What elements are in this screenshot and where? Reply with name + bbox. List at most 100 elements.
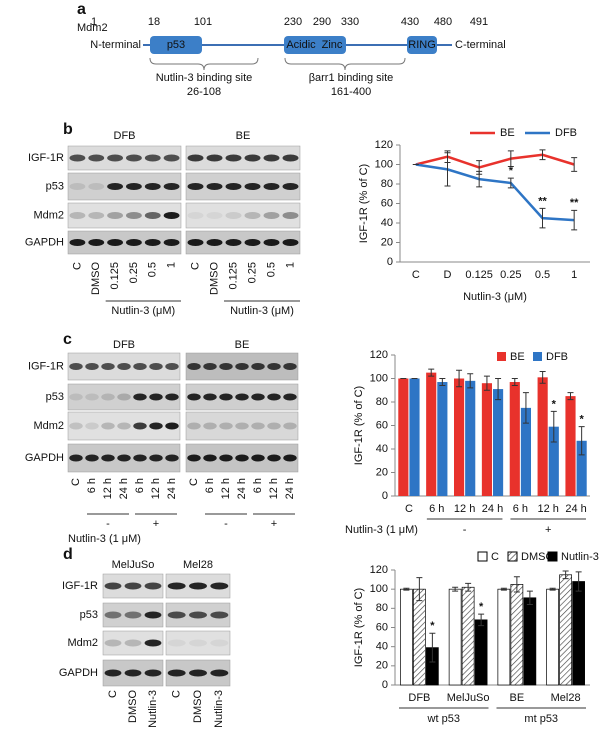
blot-strip — [185, 145, 301, 171]
bar — [437, 382, 448, 496]
group-title: Nutlin-3 (1 μM) — [345, 524, 418, 536]
blot-header: BE — [236, 130, 251, 142]
legend-label: DMSO — [521, 551, 554, 563]
residue-number: 290 — [313, 16, 331, 28]
blot-band — [263, 183, 280, 190]
blot-band — [117, 422, 131, 430]
domain-box — [150, 36, 202, 54]
blot-band — [189, 582, 207, 590]
error-bar — [522, 392, 529, 424]
blot-band — [203, 363, 217, 370]
error-bar — [500, 587, 507, 591]
blot-band — [101, 393, 115, 401]
blot-band — [144, 212, 161, 219]
row-label: Mdm2 — [67, 637, 98, 649]
bar — [523, 597, 537, 686]
lane-label: C — [71, 262, 83, 270]
legend-marker — [507, 551, 518, 562]
domain-label: Acidic — [286, 39, 316, 51]
lane-label: 24 h — [236, 478, 248, 499]
legend-marker — [497, 352, 506, 361]
y-tick-label: 40 — [376, 641, 388, 653]
error-bar — [452, 586, 459, 592]
error-bar — [539, 207, 546, 229]
treatment-label: Nutlin-3 (1 μM) — [68, 533, 141, 545]
blot-band — [189, 669, 207, 677]
blot-band — [210, 639, 229, 647]
bar — [576, 440, 587, 496]
protein-name: Mdm2 — [77, 22, 108, 34]
blot-band — [163, 183, 180, 190]
bar — [400, 588, 413, 686]
legend-label: Nutlin-3 — [561, 551, 599, 563]
bar — [537, 377, 548, 496]
lane-label: C — [188, 478, 200, 486]
c-terminal: C-terminal — [455, 39, 506, 51]
residue-number: 1 — [91, 16, 97, 28]
n-terminal: N-terminal — [90, 39, 141, 51]
residue-number: 18 — [148, 16, 160, 28]
bar — [398, 378, 409, 496]
lane-label: 0.125 — [227, 262, 239, 290]
significance: * — [552, 398, 557, 410]
blot-band — [187, 422, 201, 430]
blot-band — [126, 154, 142, 162]
blot-band — [149, 393, 163, 401]
blot-band — [88, 183, 105, 190]
treatment-label: Nutlin-3 (μM) — [111, 305, 175, 317]
x-tick-label: 24 h — [482, 503, 503, 515]
blot-band — [69, 212, 86, 219]
error-bar — [539, 149, 546, 161]
error-bar — [467, 373, 474, 389]
blot-band — [187, 183, 204, 190]
lane-label: DMSO — [127, 690, 139, 723]
x-tick-label: 0.25 — [500, 269, 521, 281]
site-range: 26-108 — [187, 86, 221, 98]
bar — [409, 378, 420, 496]
blot-band — [69, 422, 83, 430]
blot-band — [187, 154, 204, 162]
bar — [548, 426, 559, 496]
y-tick-label: 120 — [370, 349, 388, 361]
x-tick-label: 0.125 — [465, 269, 493, 281]
blot-band — [88, 239, 105, 246]
bar — [413, 588, 426, 686]
lane-label: C — [70, 478, 82, 486]
blot-band — [163, 239, 180, 246]
blot-band — [282, 212, 299, 219]
y-tick-label: 40 — [376, 443, 388, 455]
blot-band — [126, 183, 142, 190]
lane-label: 1 — [284, 262, 296, 268]
blot-band — [263, 239, 280, 246]
blot-band — [144, 183, 161, 190]
panel-label: b — [63, 121, 73, 138]
significance: * — [430, 620, 435, 632]
blot-band — [107, 154, 123, 162]
y-tick-label: 60 — [381, 197, 393, 209]
bar — [493, 389, 504, 496]
blot-band — [144, 611, 162, 619]
blot-band — [251, 454, 265, 462]
error-bar — [495, 378, 502, 401]
blot-band — [117, 454, 131, 462]
blot-band — [165, 422, 179, 430]
blot-band — [225, 212, 242, 219]
blot-band — [167, 669, 186, 677]
blot-band — [203, 422, 217, 430]
y-tick-label: 0 — [387, 256, 393, 268]
blot-band — [206, 183, 223, 190]
x-tick-label: MelJuSo — [447, 692, 490, 704]
y-tick-label: 60 — [376, 621, 388, 633]
blot-strip — [67, 230, 182, 255]
bar — [565, 396, 576, 496]
blot-band — [104, 582, 122, 590]
bar — [465, 380, 476, 496]
residue-number: 430 — [401, 16, 419, 28]
bar — [546, 588, 559, 686]
y-tick-label: 100 — [375, 158, 393, 170]
panel-label: d — [63, 546, 73, 563]
blot-header: BE — [235, 339, 250, 351]
lane-label: 12 h — [220, 478, 232, 499]
blot-band — [244, 239, 261, 246]
